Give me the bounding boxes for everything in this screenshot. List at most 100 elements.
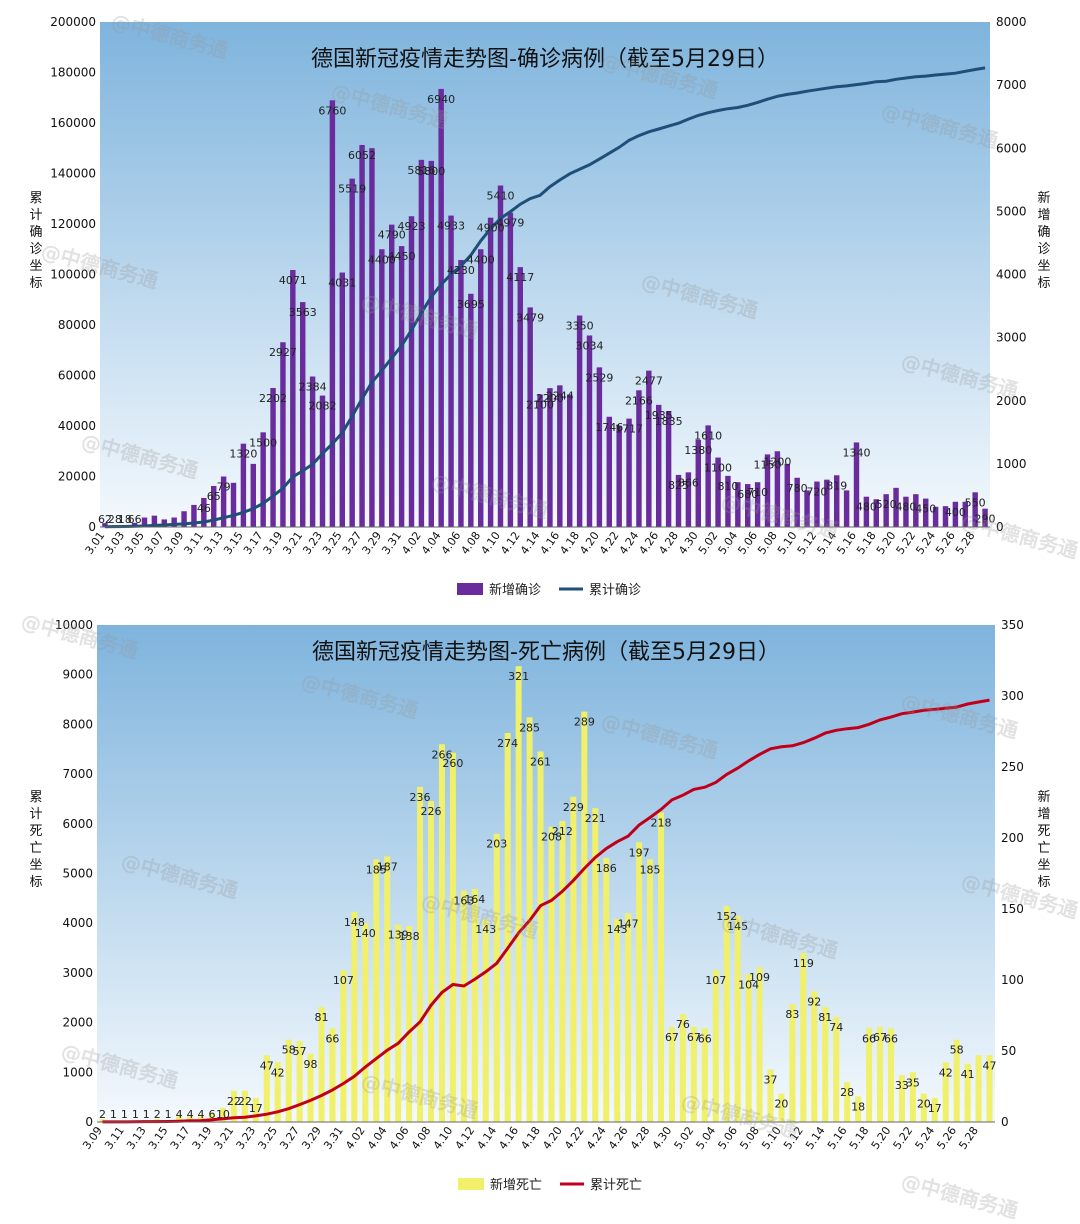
data-label-new: 186 bbox=[596, 862, 617, 875]
bar-new-4.25 bbox=[646, 370, 652, 527]
bar-new-4.10 bbox=[497, 185, 504, 527]
data-label-new: 4117 bbox=[506, 271, 534, 284]
x-tick-label: 4.02 bbox=[343, 1124, 368, 1152]
bar-new-3.15 bbox=[240, 443, 247, 527]
data-label-new: 28 bbox=[840, 1086, 854, 1099]
data-label-new: 819 bbox=[826, 479, 847, 492]
data-label-new: 33 bbox=[895, 1079, 909, 1092]
bar-new-4.11 bbox=[460, 890, 467, 1122]
x-tick-label: 3.01 bbox=[83, 529, 108, 557]
bar-new-5.01 bbox=[679, 1014, 686, 1122]
bar-new-3.18 bbox=[270, 387, 276, 527]
x-tick-label: 4.18 bbox=[518, 1124, 543, 1152]
x-tick-label: 3.15 bbox=[146, 1124, 171, 1152]
data-label-new: 104 bbox=[738, 978, 759, 991]
x-tick-label: 3.11 bbox=[102, 1124, 127, 1152]
bar-new-5.15 bbox=[833, 1016, 840, 1122]
x-tick-label: 5.12 bbox=[781, 1124, 806, 1152]
bar-new-5.28 bbox=[972, 492, 978, 527]
y-right-axis-label: 坐 bbox=[1037, 858, 1050, 873]
bar-new-5.02 bbox=[715, 457, 721, 527]
legend: 新增确诊 累计确诊 bbox=[457, 582, 641, 598]
x-tick-label: 3.07 bbox=[142, 529, 167, 557]
data-label-new: 143 bbox=[475, 923, 496, 936]
data-label-new: 5816 bbox=[407, 164, 435, 177]
bar-new-4.23 bbox=[592, 808, 599, 1122]
bar-new-3.05 bbox=[141, 517, 148, 527]
y-left-tick-label: 200000 bbox=[50, 15, 96, 29]
plot-area bbox=[97, 625, 995, 1122]
x-tick-label: 3.11 bbox=[182, 529, 207, 557]
bar-new-3.17 bbox=[187, 1116, 194, 1122]
data-label-new: 148 bbox=[344, 916, 365, 929]
bar-new-3.11 bbox=[201, 497, 207, 527]
data-label-new: 185 bbox=[640, 863, 661, 876]
bar-new-3.01 bbox=[102, 523, 108, 527]
y-left-axis-label: 确 bbox=[29, 225, 42, 240]
data-label-new: 2082 bbox=[309, 400, 337, 413]
y-left-tick-label: 20000 bbox=[58, 470, 96, 484]
legend-label-bar: 新增死亡 bbox=[490, 1177, 542, 1193]
x-tick-label: 5.06 bbox=[735, 529, 760, 557]
data-label-new: 218 bbox=[650, 816, 671, 829]
data-label-new: 2 bbox=[154, 1108, 161, 1121]
bar-new-3.30 bbox=[329, 1028, 336, 1122]
x-tick-label: 5.04 bbox=[716, 529, 741, 557]
data-label-new: 321 bbox=[508, 670, 529, 683]
x-tick-label: 5.18 bbox=[847, 1124, 872, 1152]
bar-new-3.09 bbox=[181, 511, 187, 527]
line-cumulative bbox=[102, 698, 990, 1124]
bar-new-4.15 bbox=[504, 732, 511, 1122]
bar-new-5.10 bbox=[778, 1093, 785, 1122]
bar-new-5.25 bbox=[942, 506, 949, 527]
x-tick-label: 3.31 bbox=[379, 529, 404, 557]
bar-new-3.14 bbox=[230, 482, 237, 527]
y-right-tick-label: 8000 bbox=[996, 15, 1027, 29]
data-label-new: 67 bbox=[873, 1031, 887, 1044]
data-label-new: 450 bbox=[915, 503, 936, 516]
data-label-new: 274 bbox=[497, 737, 518, 750]
y-right-tick-label: 50 bbox=[1001, 1044, 1016, 1058]
x-tick-label: 4.20 bbox=[540, 1124, 565, 1152]
confirmed-cases-chart: 德国新冠疫情走势图-确诊病例（截至5月29日） 0 20000 40000 60000 8… bbox=[0, 0, 1080, 605]
bar-new-4.18 bbox=[576, 315, 583, 527]
data-label-new: 139 bbox=[388, 929, 409, 942]
x-tick-label: 5.24 bbox=[913, 529, 938, 557]
bar-new-5.01 bbox=[705, 425, 711, 527]
bar-new-4.19 bbox=[586, 335, 593, 527]
data-label-new: 4450 bbox=[388, 250, 416, 263]
data-label-new: 710 bbox=[747, 486, 768, 499]
y-left-tick-label: 6000 bbox=[62, 817, 93, 831]
y-left-axis-label: 计 bbox=[29, 208, 42, 223]
y-left-tick-label: 10000 bbox=[55, 618, 93, 632]
y-right-tick-label: 300 bbox=[1001, 689, 1024, 703]
x-tick-label: 5.10 bbox=[775, 529, 800, 557]
x-tick-label: 5.22 bbox=[894, 529, 919, 557]
y-left-axis-label: 标 bbox=[29, 276, 42, 291]
bar-new-4.25 bbox=[614, 918, 621, 1122]
bar-new-5.10 bbox=[794, 477, 800, 527]
x-tick-label: 3.17 bbox=[241, 529, 266, 557]
bar-new-5.06 bbox=[734, 916, 741, 1122]
deaths-chart: 德国新冠疫情走势图-死亡病例（截至5月29日） 0 1000 2000 3000 4000… bbox=[0, 605, 1080, 1215]
data-label-new: 266 bbox=[431, 748, 452, 761]
bar-new-5.09 bbox=[767, 1069, 774, 1122]
x-tick-label: 4.24 bbox=[617, 529, 642, 557]
bar-new-4.05 bbox=[448, 215, 454, 527]
y-right-axis-label: 标 bbox=[1037, 875, 1050, 890]
y-left-axis-label: 坐 bbox=[29, 259, 42, 274]
data-label-new: 2384 bbox=[299, 381, 327, 394]
data-label-new: 1935 bbox=[645, 409, 673, 422]
bar-new-4.06 bbox=[458, 259, 464, 527]
bar-new-3.28 bbox=[369, 148, 375, 527]
y-left-tick-label: 60000 bbox=[58, 369, 96, 383]
x-tick-label: 3.19 bbox=[261, 529, 286, 557]
bar-new-5.19 bbox=[877, 1026, 884, 1122]
x-tick-label: 3.31 bbox=[321, 1124, 346, 1152]
data-label-new: 47 bbox=[260, 1059, 274, 1072]
data-label-new: 197 bbox=[629, 846, 650, 859]
data-label-new: 18 bbox=[851, 1100, 865, 1113]
bar-new-4.01 bbox=[408, 216, 415, 527]
data-label-new: 260 bbox=[442, 757, 463, 770]
bar-new-3.23 bbox=[252, 1097, 259, 1122]
